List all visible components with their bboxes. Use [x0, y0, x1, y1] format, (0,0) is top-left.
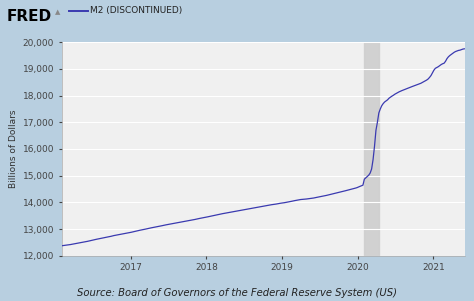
Text: M2 (DISCONTINUED): M2 (DISCONTINUED)	[90, 6, 182, 15]
Y-axis label: Billions of Dollars: Billions of Dollars	[9, 110, 18, 188]
Bar	[364, 42, 379, 256]
Text: ▲: ▲	[55, 10, 60, 16]
Text: Source: Board of Governors of the Federal Reserve System (US): Source: Board of Governors of the Federa…	[77, 288, 397, 298]
Text: FRED: FRED	[7, 9, 52, 24]
